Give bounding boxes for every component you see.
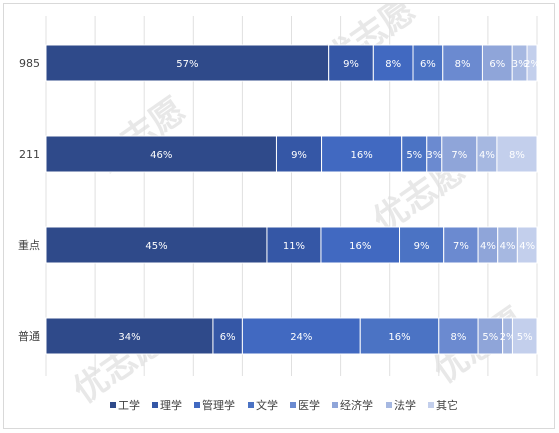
data-label: 46% [150, 150, 172, 161]
legend-swatch [194, 402, 200, 408]
legend-swatch [386, 402, 392, 408]
data-label: 7% [453, 241, 469, 252]
category-label: 985 [19, 57, 40, 70]
data-label: 45% [145, 241, 167, 252]
bar-segment [477, 317, 504, 355]
chart-frame: 优志愿优志愿优志愿优志愿优志愿 57%9%8%6%8%6%3%2%46%9%16… [3, 3, 555, 429]
bar-segment [212, 317, 243, 355]
data-label: 8% [451, 332, 467, 343]
data-label: 3% [512, 59, 528, 70]
data-label: 4% [480, 241, 496, 252]
bar-segment [443, 226, 479, 264]
bar-segment [359, 317, 440, 355]
data-label: 34% [118, 332, 140, 343]
bar-segment [266, 226, 322, 264]
data-label: 8% [509, 150, 525, 161]
data-label: 16% [351, 150, 373, 161]
data-label: 57% [176, 59, 198, 70]
data-label: 4% [519, 241, 535, 252]
data-label: 8% [455, 59, 471, 70]
bar-segment [45, 44, 330, 82]
data-label: 7% [451, 150, 467, 161]
legend-label: 其它 [436, 398, 458, 412]
data-label: 5% [517, 332, 533, 343]
data-label: 11% [283, 241, 305, 252]
data-label: 5% [482, 332, 498, 343]
legend-label: 理学 [160, 398, 182, 412]
data-label: 6% [220, 332, 236, 343]
legend-label: 经济学 [340, 398, 373, 412]
bar-segment [399, 226, 445, 264]
bar-segment [321, 135, 403, 173]
legend-label: 医学 [298, 398, 320, 412]
data-label: 2% [500, 332, 516, 343]
bar-segment [481, 44, 513, 82]
bar-segment [45, 226, 268, 264]
bar-segment [441, 135, 478, 173]
legend-label: 法学 [394, 398, 416, 412]
legend-swatch [428, 402, 434, 408]
data-label: 8% [385, 59, 401, 70]
category-label: 重点 [18, 238, 40, 252]
data-label: 5% [406, 150, 422, 161]
data-label: 2% [524, 59, 540, 70]
stacked-bar-chart: 优志愿优志愿优志愿优志愿优志愿 57%9%8%6%8%6%3%2%46%9%16… [18, 4, 540, 412]
legend-swatch [110, 402, 116, 408]
data-label: 24% [290, 332, 312, 343]
data-label: 6% [489, 59, 505, 70]
data-label: 9% [343, 59, 359, 70]
data-label: 9% [291, 150, 307, 161]
bar-segment [496, 135, 538, 173]
category-label: 211 [19, 148, 40, 161]
legend-label: 工学 [118, 398, 140, 412]
data-label: 9% [414, 241, 430, 252]
legend-label: 管理学 [202, 398, 235, 412]
bar-segment [372, 44, 414, 82]
bar-segment [401, 135, 428, 173]
bar-segment [241, 317, 361, 355]
legend-swatch [248, 402, 254, 408]
bar-segment [516, 226, 538, 264]
legend-swatch [332, 402, 338, 408]
bar-segment [320, 226, 401, 264]
legend: 工学 理学 管理学 文学 医学 经济学 法学 其它 [110, 398, 458, 412]
bar-segment [511, 317, 538, 355]
bar-segment [328, 44, 374, 82]
bar-segment [412, 44, 444, 82]
bar-segment [526, 44, 538, 82]
legend-swatch [290, 402, 296, 408]
category-label: 普通 [18, 329, 40, 343]
data-label: 16% [349, 241, 371, 252]
bars: 57% 9% 8% 6% 8% 6% 3%2%46% 9% 16% 5% 3% 7% 4% 8%45% 11… [45, 44, 540, 355]
legend-label: 文学 [256, 398, 278, 412]
bar-segment [45, 135, 277, 173]
data-label: 4% [500, 241, 516, 252]
data-label: 4% [479, 150, 495, 161]
data-label: 16% [388, 332, 410, 343]
legend-swatch [152, 402, 158, 408]
data-label: 3% [426, 150, 442, 161]
data-label: 6% [420, 59, 436, 70]
